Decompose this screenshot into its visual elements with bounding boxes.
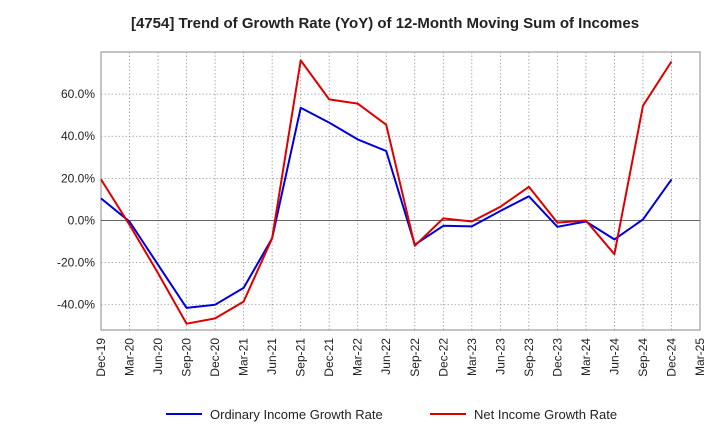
x-tick-label: Sep-23 [522,338,536,377]
x-tick-label: Sep-21 [294,338,308,377]
x-tick-label: Jun-22 [379,338,393,375]
y-tick-label: -40.0% [57,298,95,312]
plot-area [100,51,701,331]
axes: -40.0% -20.0% 0.0% 20.0% 40.0% 60.0% Dec-19 Mar… [57,87,707,377]
x-tick-label: Mar-22 [351,338,365,376]
x-tick-label: Mar-24 [579,338,593,376]
x-tick-label: Mar-21 [237,338,251,376]
grid [100,51,701,331]
legend-label: Ordinary Income Growth Rate [210,407,383,422]
x-tick-label: Sep-20 [180,338,194,377]
chart-title: [4754] Trend of Growth Rate (YoY) of 12-… [131,15,639,32]
x-tick-label: Jun-23 [493,338,507,375]
x-tick-label: Dec-22 [436,338,450,377]
legend-label: Net Income Growth Rate [474,407,617,422]
y-tick-label: 40.0% [61,129,95,143]
x-tick-label: Dec-20 [208,338,222,377]
series-line-1 [100,59,673,325]
x-tick-label: Mar-20 [123,338,137,376]
y-tick-label: -20.0% [57,256,95,270]
x-tick-label: Jun-21 [265,338,279,375]
y-tick-label: 0.0% [68,213,96,227]
x-tick-label: Jun-20 [151,338,165,375]
y-tick-label: 20.0% [61,171,95,185]
x-tick-label: Dec-21 [322,338,336,377]
y-tick-label: 60.0% [61,87,95,101]
x-tick-label: Mar-23 [465,338,479,376]
series-line-0 [100,106,673,309]
legend: Ordinary Income Growth Rate Net Income Gr… [166,407,617,422]
x-tick-label: Jun-24 [607,338,621,375]
x-tick-label: Sep-24 [636,338,650,377]
series-lines [100,59,673,325]
x-tick-label: Mar-25 [693,338,707,376]
x-tick-label: Sep-22 [408,338,422,377]
x-tick-label: Dec-24 [664,338,678,377]
x-tick-label: Dec-23 [550,338,564,377]
x-tick-label: Dec-19 [94,338,108,377]
